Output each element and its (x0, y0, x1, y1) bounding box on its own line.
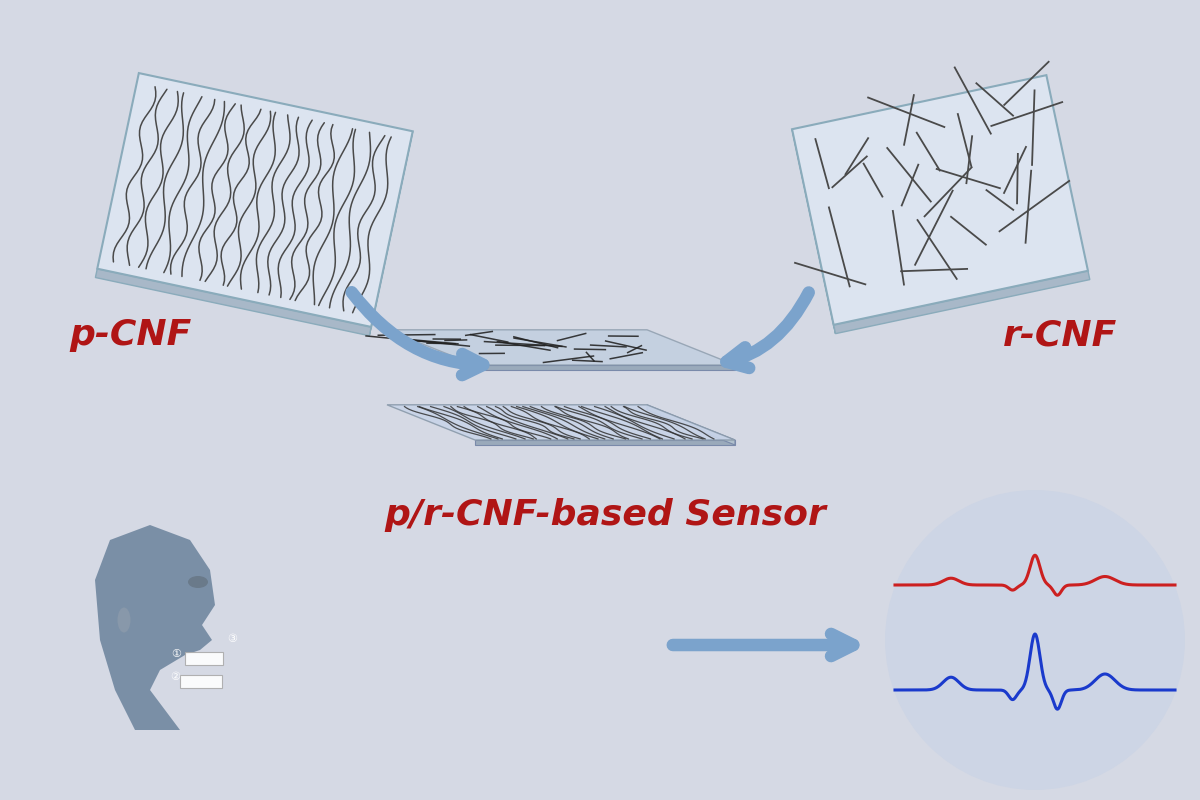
Bar (185, 652, 223, 665)
Polygon shape (792, 130, 835, 334)
Polygon shape (97, 73, 413, 327)
Circle shape (886, 490, 1186, 790)
Text: ①: ① (172, 649, 181, 659)
Ellipse shape (112, 601, 133, 639)
Bar (180, 675, 222, 688)
Polygon shape (792, 75, 1088, 325)
Text: ③: ③ (227, 634, 238, 644)
Polygon shape (386, 405, 734, 440)
Ellipse shape (118, 607, 131, 633)
Polygon shape (95, 269, 371, 336)
Text: r-CNF: r-CNF (1003, 318, 1117, 352)
PathPatch shape (95, 525, 215, 730)
Polygon shape (834, 270, 1090, 334)
Polygon shape (647, 405, 734, 445)
Polygon shape (475, 440, 734, 445)
Polygon shape (386, 330, 734, 365)
Ellipse shape (188, 576, 208, 588)
Text: p-CNF: p-CNF (68, 318, 191, 352)
Polygon shape (475, 365, 734, 370)
Text: ②: ② (170, 672, 180, 682)
Polygon shape (370, 131, 413, 336)
Text: p/r-CNF-based Sensor: p/r-CNF-based Sensor (384, 498, 826, 532)
